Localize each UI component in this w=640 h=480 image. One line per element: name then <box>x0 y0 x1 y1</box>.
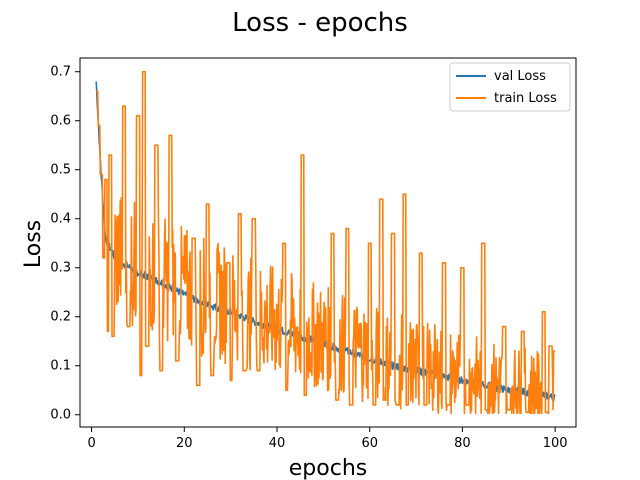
x-tick-label: 80 <box>454 436 471 451</box>
series-group <box>95 70 556 415</box>
chart-title: Loss - epochs <box>232 8 408 38</box>
x-tick-label: 100 <box>543 436 568 451</box>
y-tick-label: 0.6 <box>50 114 71 129</box>
legend-label-train-loss: train Loss <box>494 91 557 106</box>
x-axis-label: epochs <box>289 456 367 480</box>
x-tick-label: 40 <box>269 436 286 451</box>
y-tick-label: 0.7 <box>50 65 71 80</box>
y-tick-label: 0.4 <box>50 212 71 227</box>
x-tick-label: 0 <box>87 436 95 451</box>
y-tick-label: 0.0 <box>50 408 71 423</box>
x-tick-label: 20 <box>176 436 193 451</box>
series-line-train-loss <box>95 70 556 415</box>
y-tick-label: 0.1 <box>50 359 71 374</box>
legend-label-val-loss: val Loss <box>494 69 546 84</box>
legend: val Loss train Loss <box>449 62 571 112</box>
y-tick-label: 0.2 <box>50 310 71 325</box>
x-tick-label: 60 <box>361 436 378 451</box>
y-tick-label: 0.5 <box>50 163 71 178</box>
y-axis-ticks: 0.0 0.1 0.2 0.3 0.4 0.5 0.6 0.7 <box>50 65 80 423</box>
y-axis-label: Loss <box>21 220 46 268</box>
plot-area: 0 20 40 60 80 100 0.0 0.1 0.2 0.3 0.4 0.5 0.6 0.7 <box>50 57 577 451</box>
x-axis-ticks: 0 20 40 60 80 100 <box>87 427 568 451</box>
y-tick-label: 0.3 <box>50 261 71 276</box>
